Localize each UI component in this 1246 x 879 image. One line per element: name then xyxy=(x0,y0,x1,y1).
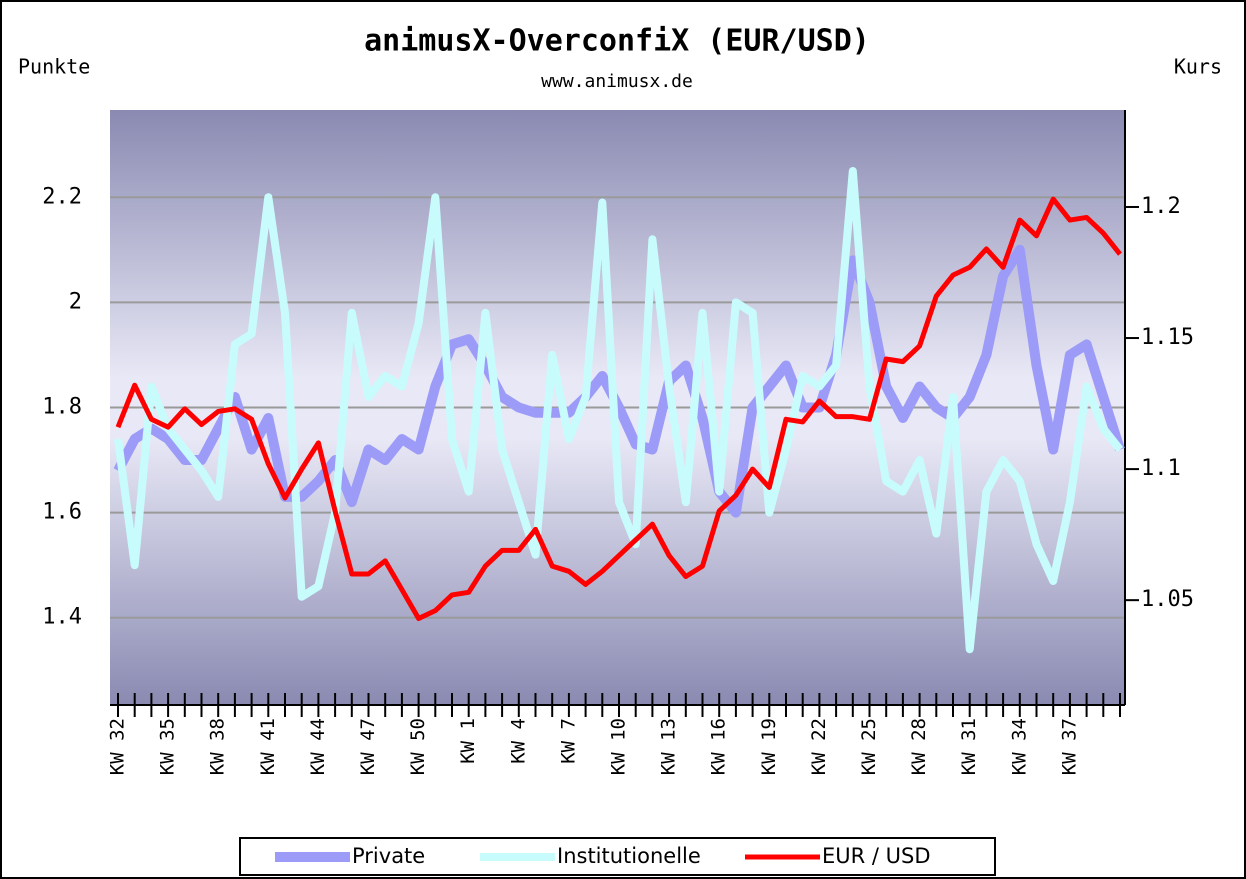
x-tick-label: KW 25 xyxy=(858,718,880,775)
y2-tick-label: 1.2 xyxy=(1141,194,1181,219)
y-tick-label: 2.2 xyxy=(42,184,82,209)
x-tick-label: KW 47 xyxy=(357,718,379,775)
legend-label: Private xyxy=(352,844,425,868)
y-tick-label: 1.8 xyxy=(42,395,82,420)
x-tick-label: KW 7 xyxy=(557,718,579,764)
y2-tick-label: 1.1 xyxy=(1141,456,1181,481)
legend xyxy=(239,837,996,876)
chart-subtitle: www.animusx.de xyxy=(541,71,693,92)
y-axis-label: Punkte xyxy=(18,55,90,79)
legend-label: EUR / USD xyxy=(822,844,931,868)
x-tick-label: KW 1 xyxy=(457,718,479,764)
series-line xyxy=(115,196,1122,622)
x-tick-label: KW 50 xyxy=(407,718,429,775)
y-tick-label: 1.6 xyxy=(42,500,82,525)
y2-axis-label: Kurs xyxy=(1174,55,1222,79)
x-tick-label: KW 10 xyxy=(608,718,630,775)
x-tick-label: KW 32 xyxy=(107,718,129,775)
x-tick-label: KW 44 xyxy=(307,718,329,775)
chart-title: animusX-OverconfiX (EUR/USD) xyxy=(364,24,870,59)
y-tick-label: 1.4 xyxy=(42,605,82,630)
x-tick-label: KW 35 xyxy=(157,718,179,775)
x-tick-label: KW 34 xyxy=(1008,718,1030,775)
x-tick-label: KW 28 xyxy=(908,718,930,775)
y-tick-label: 2 xyxy=(69,289,82,314)
x-tick-label: KW 4 xyxy=(507,718,529,764)
x-tick-label: KW 41 xyxy=(257,718,279,775)
y2-tick-label: 1.05 xyxy=(1141,587,1194,612)
x-tick-label: KW 38 xyxy=(207,718,229,775)
legend-label: Institutionelle xyxy=(557,844,701,868)
x-tick-label: KW 31 xyxy=(958,718,980,775)
x-tick-label: KW 37 xyxy=(1058,718,1080,775)
y2-tick-label: 1.15 xyxy=(1141,325,1194,350)
x-tick-label: KW 13 xyxy=(658,718,680,775)
x-tick-label: KW 22 xyxy=(808,718,830,775)
x-tick-label: KW 19 xyxy=(758,718,780,775)
x-tick-label: KW 16 xyxy=(708,718,730,775)
series-line xyxy=(114,166,1124,654)
